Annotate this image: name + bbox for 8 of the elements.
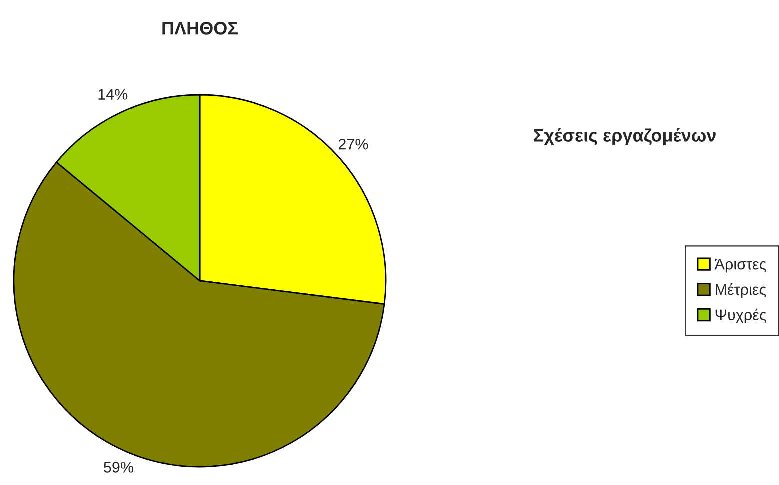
- data-label: 27%: [338, 138, 368, 150]
- data-label: 59%: [104, 462, 134, 473]
- legend-title: Σχέσεις εργαζομένων: [534, 128, 716, 146]
- legend-label: Μέτριες: [716, 283, 766, 298]
- legend-label: Άριστες: [714, 259, 766, 273]
- legend-label: Ψυχρές: [716, 308, 766, 324]
- data-label: 14%: [98, 89, 128, 100]
- chart-title: ΠΛΗΘΟΣ: [162, 22, 238, 35]
